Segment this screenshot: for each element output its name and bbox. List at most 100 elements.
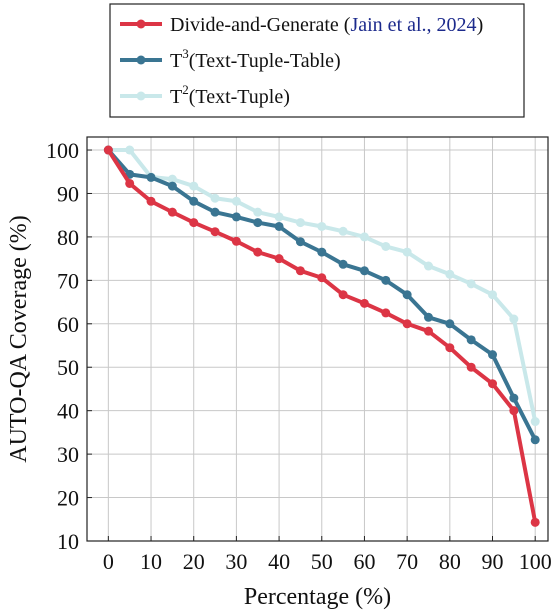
data-point (488, 379, 498, 389)
legend-label-divide-and-generate: Divide-and-Generate (Jain et al., 2024) (170, 14, 483, 36)
data-point (231, 212, 241, 222)
x-tick-label: 0 (103, 549, 114, 574)
data-point (402, 247, 412, 257)
data-point (317, 247, 327, 257)
data-point (488, 290, 498, 300)
data-point (295, 218, 305, 228)
data-point (210, 207, 220, 217)
legend-entry-t3: T3(Text-Tuple-Table) (120, 46, 341, 72)
x-tick-label: 50 (311, 549, 333, 574)
legend-entry-t2: T2(Text-Tuple) (120, 82, 290, 108)
data-point (381, 241, 391, 251)
data-point (274, 221, 284, 231)
data-point (338, 259, 348, 269)
data-point (445, 269, 455, 279)
x-tick-label: 100 (519, 549, 552, 574)
data-point (146, 196, 156, 206)
legend-label-t2: T2(Text-Tuple) (170, 82, 290, 108)
y-tick-label: 20 (57, 486, 79, 511)
x-tick-label: 30 (225, 549, 247, 574)
x-tick-label: 80 (439, 549, 461, 574)
data-point (210, 193, 220, 203)
grid (87, 137, 548, 542)
legend-box (109, 3, 525, 118)
data-point (530, 435, 540, 445)
data-point (402, 290, 412, 300)
x-tick-label: 20 (183, 549, 205, 574)
data-point (381, 308, 391, 318)
data-point (402, 319, 412, 329)
data-point (359, 298, 369, 308)
x-axis-label: Percentage (%) (244, 584, 391, 610)
data-point (466, 335, 476, 345)
y-tick-label: 70 (57, 268, 79, 293)
y-tick-label: 40 (57, 399, 79, 424)
y-tick-label: 90 (57, 181, 79, 206)
data-point (189, 218, 199, 228)
x-tick-label: 90 (482, 549, 504, 574)
data-point (295, 237, 305, 247)
data-point (338, 226, 348, 236)
y-tick-label: 80 (57, 225, 79, 250)
data-point (509, 393, 519, 403)
data-point (125, 178, 135, 188)
data-point (423, 261, 433, 271)
data-point (253, 207, 263, 217)
data-point (359, 232, 369, 242)
data-point (509, 314, 519, 324)
data-point (274, 212, 284, 222)
data-point (445, 319, 455, 329)
legend-marker-divide-and-generate (136, 19, 146, 29)
x-tick-label: 40 (268, 549, 290, 574)
legend-entry-divide-and-generate: Divide-and-Generate (Jain et al., 2024) (120, 14, 483, 36)
y-tick-label: 100 (46, 138, 79, 163)
data-point (210, 227, 220, 237)
data-point (338, 290, 348, 300)
data-point (189, 181, 199, 191)
data-point (167, 174, 177, 184)
data-point (231, 236, 241, 246)
data-point (445, 343, 455, 353)
data-point (274, 254, 284, 264)
data-point (253, 247, 263, 257)
x-tick-label: 60 (353, 549, 375, 574)
series-0 (103, 145, 540, 527)
data-point (146, 172, 156, 182)
data-point (317, 273, 327, 283)
axis-ticks: 0 10 20 30 40 50 60 70 80 90 100 10 20 30 40 50 60 70 80 90… (46, 138, 552, 574)
data-point (466, 362, 476, 372)
x-tick-label: 70 (396, 549, 418, 574)
x-tick-label: 10 (140, 549, 162, 574)
data-point (423, 312, 433, 322)
y-tick-label: 30 (57, 442, 79, 467)
data-point (125, 145, 135, 155)
data-point (167, 207, 177, 217)
data-point (381, 275, 391, 285)
series-layer (103, 145, 540, 527)
data-point (189, 196, 199, 206)
data-point (509, 406, 519, 416)
data-point (530, 517, 540, 527)
data-point (317, 221, 327, 231)
y-tick-label: 60 (57, 312, 79, 337)
data-point (359, 266, 369, 276)
data-point (530, 417, 540, 427)
y-axis-label: AUTO-QA Coverage (%) (6, 215, 32, 463)
data-point (423, 326, 433, 336)
citation-link[interactable]: Jain et al., 2024 (350, 14, 476, 36)
legend-marker-t3 (136, 55, 146, 65)
legend-label-t3: T3(Text-Tuple-Table) (170, 46, 341, 72)
legend-marker-t2 (136, 91, 146, 101)
data-point (253, 218, 263, 228)
legend: Divide-and-Generate (Jain et al., 2024) … (109, 3, 525, 118)
data-point (167, 181, 177, 191)
data-point (466, 279, 476, 289)
data-point (295, 266, 305, 276)
data-point (231, 196, 241, 206)
y-tick-label: 50 (57, 355, 79, 380)
data-point (103, 145, 113, 155)
y-tick-label: 10 (57, 529, 79, 554)
data-point (488, 350, 498, 360)
plot-frame (86, 136, 549, 542)
